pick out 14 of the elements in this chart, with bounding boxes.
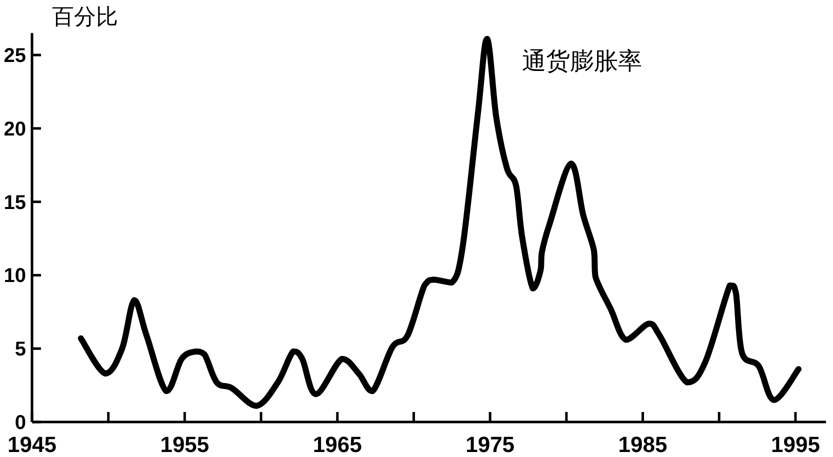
x-tick-label: 1945 (8, 432, 56, 457)
x-tick-label: 1965 (312, 432, 362, 457)
y-tick-label: 5 (14, 338, 26, 361)
x-tick-label: 1995 (770, 432, 820, 457)
y-axis-title: 百分比 (52, 4, 118, 29)
x-tick-label: 1955 (160, 432, 210, 457)
y-tick-label: 10 (4, 265, 26, 288)
y-tick-label: 0 (14, 412, 26, 434)
x-tick-label: 1985 (618, 432, 668, 457)
y-tick-label: 25 (4, 45, 26, 68)
y-tick-label: 15 (4, 192, 26, 214)
series-label: 通货膨胀率 (522, 48, 642, 75)
y-tick-label: 20 (4, 118, 26, 140)
x-tick-label: 1975 (466, 432, 515, 457)
